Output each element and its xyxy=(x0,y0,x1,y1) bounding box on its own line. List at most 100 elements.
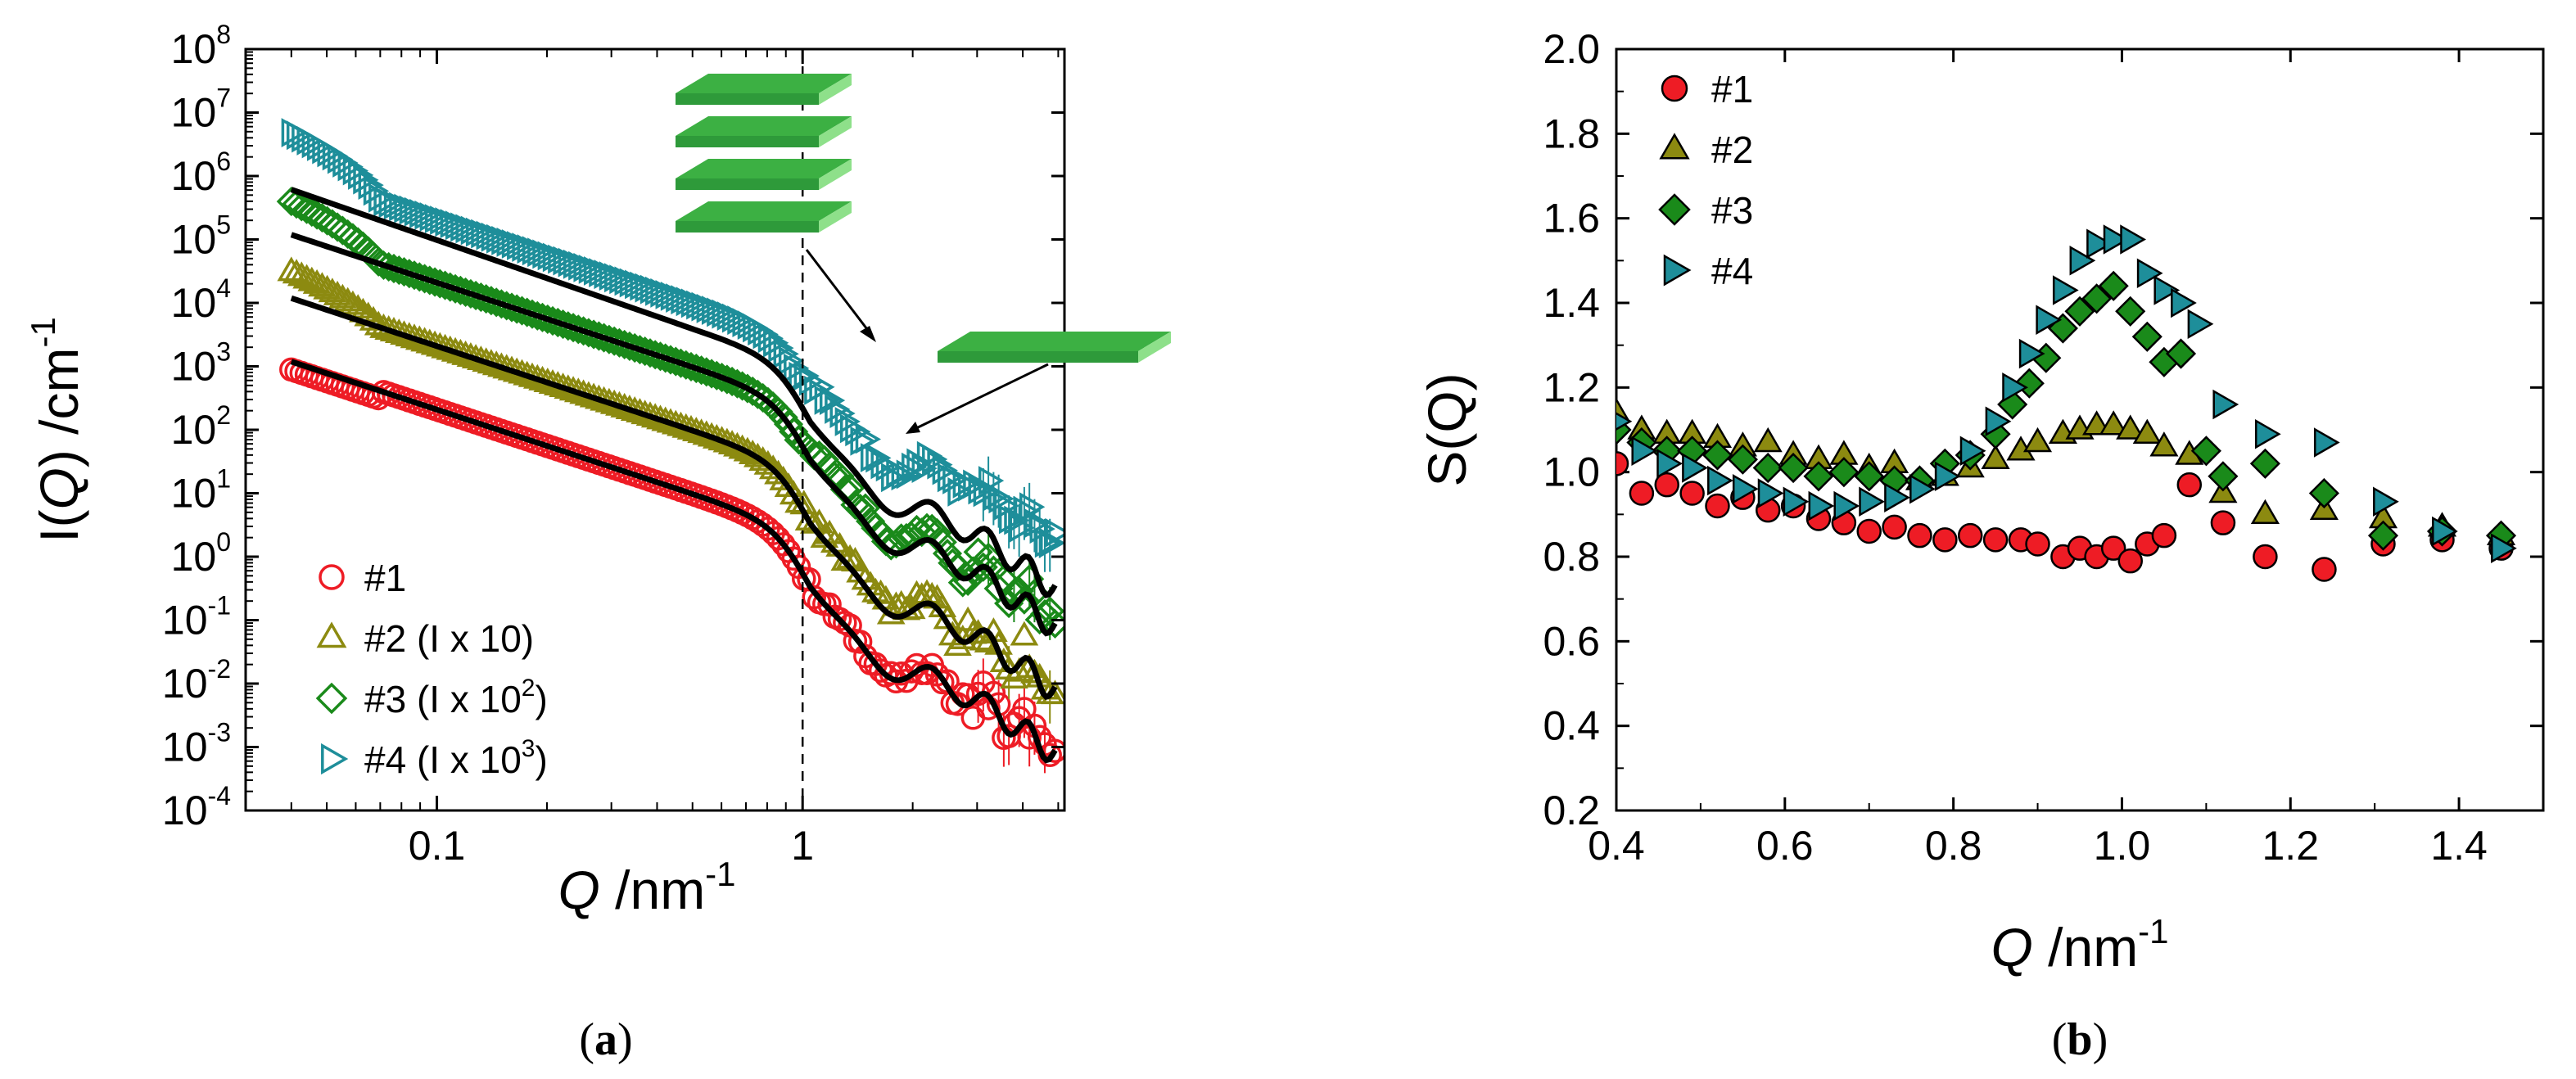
point-#2 xyxy=(1753,427,1783,453)
legend-a: #1#2 (I x 10)#3 (I x 102)#4 (I x 103) xyxy=(315,557,548,781)
y-tick-base: 10 xyxy=(171,407,217,453)
point-#3 xyxy=(2131,321,2162,352)
plate-side xyxy=(1138,332,1171,363)
y-tick-exponent: -4 xyxy=(208,781,231,810)
panel-a: 10-410-310-210-1100101102103104105106107… xyxy=(24,20,1171,1065)
legend-marker-4 xyxy=(321,743,349,775)
point-#4 xyxy=(1757,478,1784,508)
fit-line-3 xyxy=(290,232,1058,637)
plate-front xyxy=(676,136,819,147)
point-#3 xyxy=(2165,338,2197,369)
y-tick-label: 0.6 xyxy=(1543,618,1600,664)
x-label-exponent: -1 xyxy=(2138,912,2168,950)
legend-text: #4 (I x 10 xyxy=(364,738,522,781)
series-2-point xyxy=(1010,621,1039,646)
point-#1 xyxy=(2117,548,2143,574)
y-tick-exponent: -2 xyxy=(208,654,231,684)
y-tick-label: 106 xyxy=(171,147,231,199)
point-#3 xyxy=(2098,270,2129,301)
series-2-point xyxy=(302,269,332,294)
series-2-point xyxy=(313,274,341,300)
point-#4 xyxy=(2120,224,2147,255)
caption-paren: ( xyxy=(2052,1014,2068,1065)
x-label-text: /nm xyxy=(2033,917,2138,977)
legend-marker-1 xyxy=(319,564,345,590)
point-#4 xyxy=(1631,436,1658,467)
plate-top xyxy=(676,159,852,178)
point-#4 xyxy=(2069,246,2096,276)
monolayer-illustration xyxy=(938,332,1171,363)
y-tick-label: 105 xyxy=(171,210,231,263)
y-tick-exponent: 3 xyxy=(216,337,231,367)
panel-b: 0.20.40.60.81.01.21.41.61.82.00.4 0.6 0.8 1… xyxy=(1417,26,2545,1065)
x-tick-label: 1 xyxy=(791,823,814,869)
arrow-line-multilayer xyxy=(805,249,874,336)
arrow-head-monolayer xyxy=(906,422,920,434)
y-tick-label: 10-2 xyxy=(162,654,231,707)
x-tick-label: 0.1 xyxy=(409,823,466,869)
series-2-point xyxy=(318,278,347,303)
series-2-point xyxy=(343,294,373,319)
series-2-point xyxy=(338,290,368,315)
legend-label-4: #4 xyxy=(1711,250,1753,292)
point-#4 xyxy=(2187,309,2214,340)
series-2-point xyxy=(969,625,998,651)
legend-tail: ) xyxy=(535,738,547,781)
point-#4 xyxy=(2373,486,2399,517)
point-#1 xyxy=(2151,522,2177,549)
multilayer-illustration xyxy=(676,74,852,233)
y-tick-label: 10-4 xyxy=(162,781,231,833)
series-2-point xyxy=(784,488,813,513)
y-label-post: ) /cm xyxy=(29,348,89,468)
point-#3 xyxy=(2367,520,2399,551)
y-tick-base: 10 xyxy=(171,153,217,199)
y-tick-exponent: 2 xyxy=(216,400,231,430)
point-#3 xyxy=(1854,461,1885,492)
series-3-point xyxy=(1009,585,1039,615)
point-#1 xyxy=(1629,481,1655,506)
point-#4 xyxy=(1859,486,1886,517)
caption-paren: ) xyxy=(617,1014,633,1065)
legend-marker-3 xyxy=(315,682,348,715)
point-#3 xyxy=(2081,283,2113,314)
point-#1 xyxy=(2253,544,2278,570)
point-#4 xyxy=(1656,449,1683,479)
series-2-point xyxy=(328,283,357,309)
point-#1 xyxy=(1616,451,1629,476)
series-#4-points xyxy=(1616,224,2517,563)
point-#4 xyxy=(2171,287,2197,318)
point-#1 xyxy=(1705,493,1730,519)
y-axis-label-a: I(Q) /cm-1 xyxy=(24,317,89,543)
legend-label-4: #4 (I x 103) xyxy=(364,735,548,781)
caption-paren: ) xyxy=(2093,1014,2108,1065)
x-tick-label: 1.2 xyxy=(2262,823,2320,869)
point-#4 xyxy=(1616,412,1633,431)
y-tick-label: 1.6 xyxy=(1543,196,1600,242)
point-#4 xyxy=(1833,490,1860,521)
y-tick-base: 10 xyxy=(162,725,208,770)
plate-top xyxy=(676,116,852,136)
series-1-point xyxy=(847,630,873,654)
caption-paren: ( xyxy=(579,1014,594,1065)
x-axis-label-a: Q /nm-1 xyxy=(558,855,735,920)
y-tick-exponent: 6 xyxy=(216,147,231,176)
series-2-point xyxy=(359,305,388,331)
point-#4 xyxy=(2036,305,2063,335)
y-tick-exponent: 0 xyxy=(216,527,231,557)
y-tick-label: 1.8 xyxy=(1543,111,1600,156)
arrow-line-monolayer xyxy=(912,363,1049,431)
point-#3 xyxy=(2308,477,2339,509)
y-tick-base: 10 xyxy=(171,26,217,72)
point-#4 xyxy=(1934,461,1961,492)
x-axis-label-b: Q /nm-1 xyxy=(1991,912,2168,977)
plot-area-a xyxy=(276,118,1064,774)
x-tick-label: 1.4 xyxy=(2430,823,2488,869)
fit-line-4 xyxy=(290,187,1058,598)
y-tick-label: 1.4 xyxy=(1543,280,1600,326)
series-1-point xyxy=(960,706,986,730)
y-label-pre: I( xyxy=(29,509,89,542)
legend-marker-3 xyxy=(1658,193,1691,226)
legend-label-3: #3 xyxy=(1711,189,1753,232)
point-#1 xyxy=(1982,527,2009,553)
